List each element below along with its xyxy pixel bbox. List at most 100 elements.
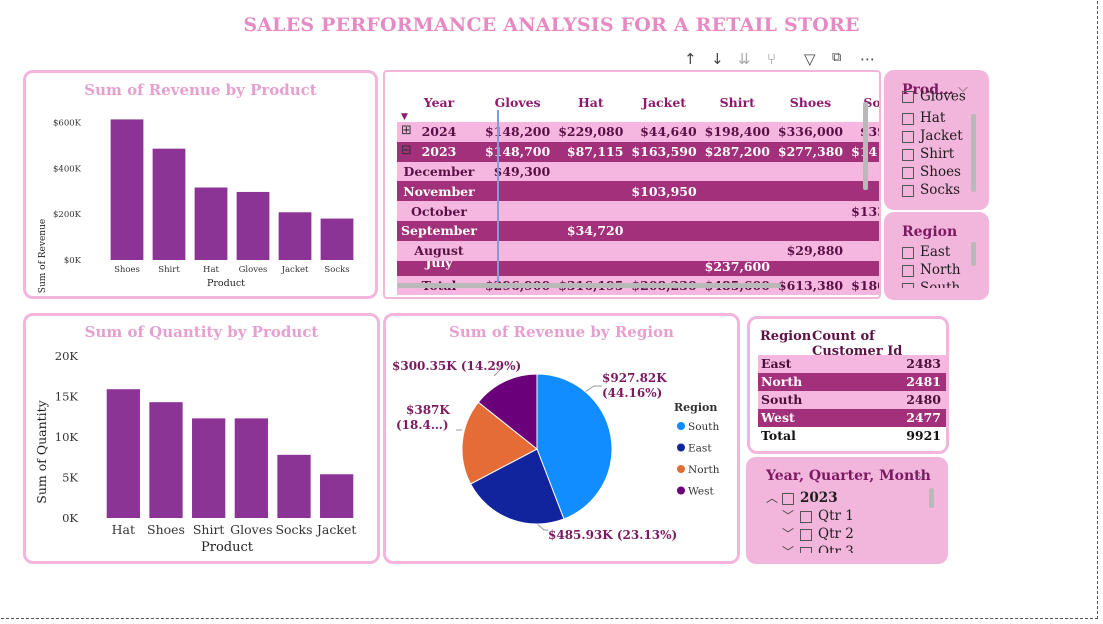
product-slicer-item-socks[interactable]: Socks — [902, 182, 960, 198]
product-slicer-item-shoes[interactable]: Shoes — [902, 164, 961, 180]
revenue-x-axis-label: Product — [207, 278, 245, 289]
legend-label-south[interactable]: South — [688, 421, 719, 433]
checkbox[interactable] — [902, 184, 914, 197]
matrix-header-shirt[interactable]: Shirt — [719, 94, 755, 110]
matrix-header-hat[interactable]: Hat — [577, 94, 604, 110]
collapse-icon[interactable]: ⊟ — [401, 142, 412, 158]
quantity-bar-shoes[interactable] — [149, 402, 183, 518]
checkbox[interactable] — [902, 264, 914, 277]
revenue-bar-shoes[interactable] — [110, 119, 144, 260]
arrow-down-icon[interactable]: ↓ — [711, 50, 724, 68]
matrix-row-2024[interactable]: ⊞ 2024 $148,200 $229,080 $44,640 $198,400 $336… — [397, 122, 879, 142]
matrix-row-october[interactable]: October $133,920 — [397, 201, 879, 221]
revenue-bar-hat[interactable] — [194, 187, 228, 260]
revenue-bar-socks[interactable] — [320, 218, 354, 260]
checkbox[interactable] — [902, 166, 914, 179]
chevron-up-icon[interactable]: ︿ — [766, 491, 779, 505]
checkbox[interactable] — [800, 510, 813, 523]
filter-icon[interactable]: ▽ — [804, 50, 816, 68]
matrix-row-august[interactable]: August $29,880 — [397, 240, 879, 261]
legend-marker-south — [677, 422, 685, 430]
revenue-pie-chart: $927.82K (44.16%) $485.93K (23.13%) $387… — [392, 359, 720, 542]
region-slicer-item-south[interactable]: South — [902, 280, 960, 288]
matrix-row-november[interactable]: November $103,950 — [397, 181, 879, 202]
date-slicer-scrollbar[interactable] — [929, 488, 934, 508]
chevron-down-icon[interactable]: ﹀ — [782, 545, 795, 553]
date-year-item[interactable]: ︿ 2023 — [766, 489, 838, 506]
matrix-cell — [627, 162, 700, 182]
checkbox[interactable] — [902, 112, 914, 125]
region-slicer-item-north[interactable]: North — [902, 262, 961, 278]
matrix-header-jacket[interactable]: Jacket — [642, 94, 687, 110]
revenue-bar-jacket[interactable] — [278, 212, 312, 260]
matrix-row-july[interactable]: July $237,600 — [397, 260, 879, 276]
pie-slice-west[interactable] — [477, 373, 538, 451]
quarter-item-qtr-2[interactable]: ﹀ Qtr 2 — [782, 525, 854, 542]
matrix-row-2023[interactable]: ⊟ 2023 $148,700 $87,115 $163,590 $287,200 $277… — [397, 141, 879, 162]
more-options-icon[interactable]: ⋯ — [860, 50, 875, 68]
quarter-item-qtr-3[interactable]: ﹀ Qtr 3 — [782, 543, 854, 553]
pie-slice-south[interactable] — [536, 373, 613, 520]
region-cell: South — [761, 392, 803, 407]
matrix-horizontal-scrollbar[interactable] — [397, 283, 781, 288]
region-table-row-north[interactable]: North 2481 — [758, 373, 946, 391]
quarter-item-qtr-1[interactable]: ﹀ Qtr 1 — [782, 507, 854, 524]
quantity-bar-hat[interactable] — [106, 389, 140, 518]
region-table-row-east[interactable]: East 2483 — [758, 355, 946, 373]
matrix-header-shoes[interactable]: Shoes — [789, 94, 832, 110]
matrix-row-december[interactable]: December $49,300 — [397, 161, 879, 182]
checkbox[interactable] — [902, 91, 914, 103]
checkbox[interactable] — [902, 130, 914, 143]
matrix-cell — [481, 221, 554, 241]
quantity-y-tick: 5K — [62, 471, 78, 485]
chevron-down-icon[interactable]: ﹀ — [782, 509, 795, 523]
region-table-row-south[interactable]: South 2480 — [758, 391, 946, 409]
quantity-bar-gloves[interactable] — [234, 418, 268, 518]
quantity-bar-socks[interactable] — [277, 454, 311, 518]
chevron-down-icon[interactable]: ﹀ — [782, 527, 795, 541]
matrix-vertical-scrollbar[interactable] — [863, 102, 868, 190]
product-slicer-scrollbar[interactable] — [971, 114, 976, 192]
legend-label-west[interactable]: West — [688, 486, 715, 498]
checkbox[interactable] — [902, 282, 914, 288]
expand-hierarchy-icon[interactable]: ⑂ — [767, 50, 777, 68]
revenue-bar-shirt[interactable] — [152, 148, 186, 260]
matrix-row-total[interactable]: Total$296,900$316,195$208,230$485,600$61… — [397, 275, 879, 296]
product-slicer-item-shirt[interactable]: Shirt — [902, 146, 954, 162]
checkbox[interactable] — [902, 246, 914, 259]
checkbox[interactable] — [800, 528, 813, 541]
matrix-header-gloves[interactable]: Gloves — [494, 94, 541, 110]
legend-marker-west — [677, 486, 685, 495]
region-slicer-scrollbar[interactable] — [971, 242, 976, 266]
legend-label-north[interactable]: North — [688, 464, 720, 476]
sort-descending-icon[interactable]: ▼ — [401, 112, 408, 122]
product-slicer-item-jacket[interactable]: Jacket — [902, 128, 963, 144]
matrix-cell — [554, 181, 627, 201]
date-slicer-title: Year, Quarter, Month — [766, 468, 931, 484]
arrow-up-icon[interactable]: ↑ — [684, 50, 697, 68]
product-slicer-item-hat[interactable]: Hat — [902, 110, 945, 126]
date-slicer-chevron-down-icon[interactable]: ⌵ — [916, 467, 926, 482]
revenue-y-tick: $400K — [53, 164, 82, 174]
quantity-bar-shirt[interactable] — [192, 418, 226, 518]
year-checkbox[interactable] — [782, 492, 795, 505]
matrix-row-september[interactable]: September $34,720 — [397, 220, 879, 241]
pie-slice-north[interactable] — [461, 401, 538, 485]
legend-label-east[interactable]: East — [688, 443, 712, 455]
focus-mode-icon[interactable]: ⧉ — [832, 50, 842, 65]
product-slicer-item-gloves[interactable]: Gloves — [902, 91, 966, 103]
chevron-down-icon[interactable]: ⌵ — [958, 81, 968, 96]
expand-icon[interactable]: ⊞ — [401, 123, 412, 138]
region-table-header-region[interactable]: Region — [760, 329, 812, 344]
region-slicer-item-east[interactable]: East — [902, 244, 950, 260]
region-table-row-west[interactable]: West 2477 — [758, 409, 946, 427]
double-arrow-down-icon[interactable]: ⇊ — [738, 50, 751, 68]
quantity-bar-jacket[interactable] — [320, 474, 354, 518]
checkbox[interactable] — [902, 148, 914, 161]
revenue-bar-gloves[interactable] — [236, 191, 270, 260]
checkbox[interactable] — [800, 546, 813, 553]
matrix-row-label: July — [397, 261, 481, 276]
matrix-header-year[interactable]: Year ▼ — [397, 82, 481, 123]
pie-slice-east[interactable] — [469, 448, 565, 525]
